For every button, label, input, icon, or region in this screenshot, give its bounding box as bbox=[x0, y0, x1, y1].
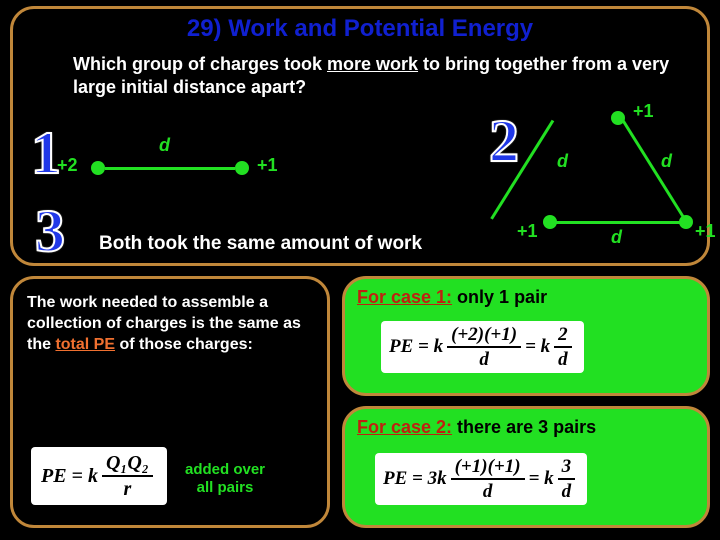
case-2-label: For case 2: bbox=[357, 417, 452, 437]
charge-plus1-right: +1 bbox=[695, 221, 716, 242]
triangle-edge bbox=[555, 221, 681, 224]
added-b: all pairs bbox=[197, 479, 254, 496]
eq-denominator: r bbox=[123, 477, 131, 499]
charge-plus1-left: +1 bbox=[517, 221, 538, 242]
choice-3-text: Both took the same amount of work bbox=[99, 233, 422, 255]
pe-equation: PE = k Q₁Q₂ r bbox=[31, 447, 167, 505]
question-text: Which group of charges took more work to… bbox=[73, 53, 677, 98]
charge-plus2: +2 bbox=[57, 155, 78, 176]
charge-plus1: +1 bbox=[257, 155, 278, 176]
eq-lhs: PE = k bbox=[41, 465, 98, 488]
c1-den2: d bbox=[558, 348, 568, 369]
explanation-panel: The work needed to assemble a collection… bbox=[10, 276, 330, 528]
distance-d-b: d bbox=[611, 227, 622, 248]
c2-lhs: PE = 3k bbox=[383, 468, 447, 490]
distance-line bbox=[105, 167, 235, 170]
c2-mid: = k bbox=[529, 468, 554, 490]
c1-frac2: 2 d bbox=[554, 325, 572, 369]
c2-den1: d bbox=[483, 480, 493, 501]
total-pe-label: total PE bbox=[55, 336, 115, 353]
slide-title: 29) Work and Potential Energy bbox=[13, 15, 707, 43]
c2-frac2: 3 d bbox=[558, 457, 576, 501]
choice-3-number: 3 bbox=[35, 197, 65, 266]
charge-dot-icon bbox=[235, 161, 249, 175]
added-over-pairs: added over all pairs bbox=[185, 461, 265, 497]
choice-2-number: 2 bbox=[489, 107, 519, 176]
c1-frac1: (+2)(+1) d bbox=[447, 325, 521, 369]
distance-d-tr: d bbox=[661, 151, 672, 172]
case-2-panel: For case 2: there are 3 pairs PE = 3k (+… bbox=[342, 406, 710, 528]
case-1-equation: PE = k (+2)(+1) d = k 2 d bbox=[381, 321, 584, 373]
question-part-a: Which group of charges took bbox=[73, 54, 327, 74]
case-1-panel: For case 1: only 1 pair PE = k (+2)(+1) … bbox=[342, 276, 710, 396]
case-1-label: For case 1: bbox=[357, 287, 452, 307]
eq-fraction: Q₁Q₂ r bbox=[102, 453, 153, 499]
c2-frac1: (+1)(+1) d bbox=[451, 457, 525, 501]
c2-num1: (+1)(+1) bbox=[451, 457, 525, 480]
distance-d: d bbox=[159, 135, 170, 156]
question-underline: more work bbox=[327, 54, 418, 74]
c1-den1: d bbox=[479, 348, 489, 369]
added-a: added over bbox=[185, 461, 265, 478]
distance-d-tl: d bbox=[557, 151, 568, 172]
question-panel: 29) Work and Potential Energy Which grou… bbox=[10, 6, 710, 266]
c2-den2: d bbox=[562, 480, 572, 501]
case-1-text: only 1 pair bbox=[452, 287, 547, 307]
c1-num1: (+2)(+1) bbox=[447, 325, 521, 348]
c1-lhs: PE = k bbox=[389, 336, 443, 358]
case-2-text: there are 3 pairs bbox=[452, 417, 596, 437]
c1-mid: = k bbox=[525, 336, 550, 358]
expl-c: of those charges: bbox=[115, 336, 253, 353]
charge-plus1-top: +1 bbox=[633, 101, 654, 122]
c1-num2: 2 bbox=[554, 325, 572, 348]
triangle-edge bbox=[622, 120, 686, 220]
case-2-equation: PE = 3k (+1)(+1) d = k 3 d bbox=[375, 453, 587, 505]
c2-num2: 3 bbox=[558, 457, 576, 480]
case-1-header: For case 1: only 1 pair bbox=[357, 287, 695, 308]
choice-2-diagram: +1 +1 +1 d d d bbox=[533, 105, 703, 255]
eq-numerator: Q₁Q₂ bbox=[102, 453, 153, 477]
explanation-text: The work needed to assemble a collection… bbox=[27, 293, 313, 355]
charge-dot-icon bbox=[91, 161, 105, 175]
choice-1-number: 1 bbox=[31, 119, 61, 188]
case-2-header: For case 2: there are 3 pairs bbox=[357, 417, 695, 438]
